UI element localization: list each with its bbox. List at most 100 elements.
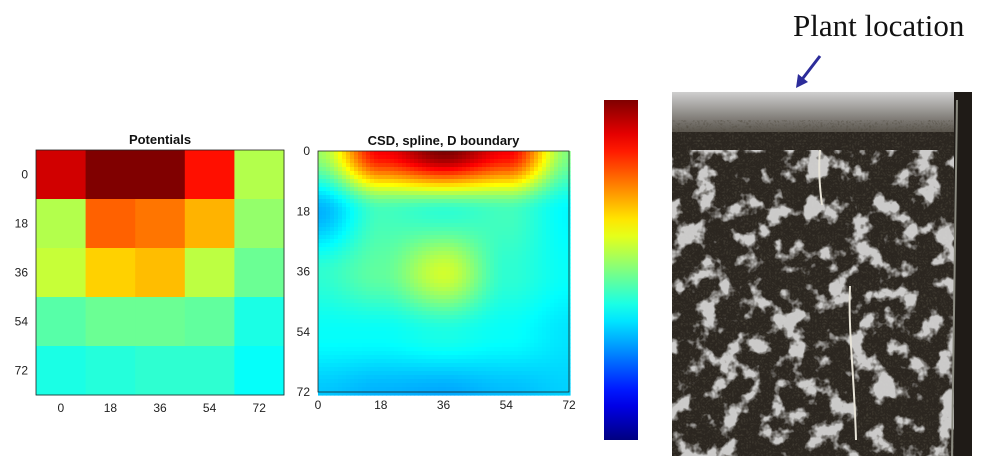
- heatmap-pixel: [318, 175, 323, 180]
- heatmap-pixel: [546, 183, 551, 188]
- heatmap-pixel: [454, 279, 459, 284]
- heatmap-pixel: [358, 371, 363, 376]
- heatmap-pixel: [318, 303, 323, 308]
- heatmap-pixel: [330, 363, 335, 368]
- heatmap-pixel: [406, 175, 411, 180]
- heatmap-pixel: [386, 155, 391, 160]
- heatmap-pixel: [330, 151, 335, 156]
- heatmap-pixel: [486, 275, 491, 280]
- heatmap-pixel: [482, 179, 487, 184]
- heatmap-cell: [234, 199, 285, 249]
- heatmap-pixel: [442, 159, 447, 164]
- heatmap-pixel: [498, 351, 503, 356]
- heatmap-pixel: [338, 195, 343, 200]
- heatmap-pixel: [330, 251, 335, 256]
- heatmap-pixel: [334, 363, 339, 368]
- heatmap-pixel: [370, 251, 375, 256]
- heatmap-pixel: [406, 339, 411, 344]
- heatmap-pixel: [382, 219, 387, 224]
- heatmap-pixel: [442, 223, 447, 228]
- heatmap-pixel: [414, 339, 419, 344]
- heatmap-pixel: [502, 263, 507, 268]
- heatmap-pixel: [346, 255, 351, 260]
- heatmap-pixel: [522, 307, 527, 312]
- heatmap-pixel: [514, 151, 519, 156]
- heatmap-pixel: [482, 247, 487, 252]
- heatmap-pixel: [462, 311, 467, 316]
- heatmap-pixel: [434, 167, 439, 172]
- heatmap-pixel: [502, 171, 507, 176]
- heatmap-pixel: [494, 323, 499, 328]
- heatmap-pixel: [538, 283, 543, 288]
- heatmap-pixel: [450, 347, 455, 352]
- heatmap-pixel: [354, 187, 359, 192]
- heatmap-pixel: [438, 199, 443, 204]
- heatmap-pixel: [410, 255, 415, 260]
- heatmap-pixel: [514, 195, 519, 200]
- heatmap-pixel: [562, 307, 567, 312]
- heatmap-pixel: [350, 207, 355, 212]
- heatmap-pixel: [538, 279, 543, 284]
- heatmap-pixel: [538, 255, 543, 260]
- heatmap-pixel: [522, 343, 527, 348]
- heatmap-pixel: [534, 219, 539, 224]
- heatmap-pixel: [370, 327, 375, 332]
- heatmap-pixel: [334, 371, 339, 376]
- heatmap-pixel: [462, 315, 467, 320]
- heatmap-pixel: [470, 171, 475, 176]
- heatmap-pixel: [490, 239, 495, 244]
- heatmap-pixel: [486, 163, 491, 168]
- heatmap-pixel: [454, 175, 459, 180]
- heatmap-pixel: [454, 211, 459, 216]
- heatmap-pixel: [422, 207, 427, 212]
- heatmap-pixel: [454, 387, 459, 392]
- heatmap-cell: [36, 297, 87, 347]
- heatmap-pixel: [542, 383, 547, 388]
- heatmap-pixel: [406, 223, 411, 228]
- heatmap-pixel: [466, 255, 471, 260]
- heatmap-pixel: [498, 339, 503, 344]
- heatmap-pixel: [330, 303, 335, 308]
- heatmap-pixel: [526, 291, 531, 296]
- heatmap-pixel: [370, 199, 375, 204]
- heatmap-pixel: [526, 319, 531, 324]
- heatmap-pixel: [326, 315, 331, 320]
- heatmap-pixel: [506, 363, 511, 368]
- heatmap-pixel: [494, 339, 499, 344]
- heatmap-pixel: [350, 267, 355, 272]
- heatmap-pixel: [494, 167, 499, 172]
- heatmap-pixel: [458, 215, 463, 220]
- heatmap-pixel: [566, 379, 571, 384]
- heatmap-pixel: [338, 255, 343, 260]
- heatmap-pixel: [398, 315, 403, 320]
- heatmap-pixel: [382, 355, 387, 360]
- heatmap-pixel: [510, 167, 515, 172]
- heatmap-pixel: [446, 319, 451, 324]
- heatmap-pixel: [358, 223, 363, 228]
- heatmap-pixel: [446, 207, 451, 212]
- heatmap-pixel: [498, 367, 503, 372]
- heatmap-pixel: [354, 211, 359, 216]
- heatmap-pixel: [370, 375, 375, 380]
- heatmap-pixel: [378, 231, 383, 236]
- heatmap-pixel: [450, 391, 455, 396]
- heatmap-pixel: [546, 239, 551, 244]
- heatmap-pixel: [430, 347, 435, 352]
- heatmap-pixel: [430, 227, 435, 232]
- heatmap-pixel: [398, 223, 403, 228]
- heatmap-pixel: [558, 391, 563, 396]
- heatmap-pixel: [434, 311, 439, 316]
- heatmap-pixel: [526, 295, 531, 300]
- heatmap-pixel: [526, 287, 531, 292]
- x-tick-label: 36: [153, 401, 167, 415]
- heatmap-pixel: [502, 279, 507, 284]
- heatmap-pixel: [330, 183, 335, 188]
- heatmap-pixel: [546, 291, 551, 296]
- heatmap-pixel: [538, 367, 543, 372]
- heatmap-pixel: [546, 263, 551, 268]
- heatmap-cell: [85, 346, 136, 396]
- heatmap-pixel: [378, 311, 383, 316]
- heatmap-pixel: [554, 239, 559, 244]
- heatmap-pixel: [486, 267, 491, 272]
- heatmap-pixel: [490, 291, 495, 296]
